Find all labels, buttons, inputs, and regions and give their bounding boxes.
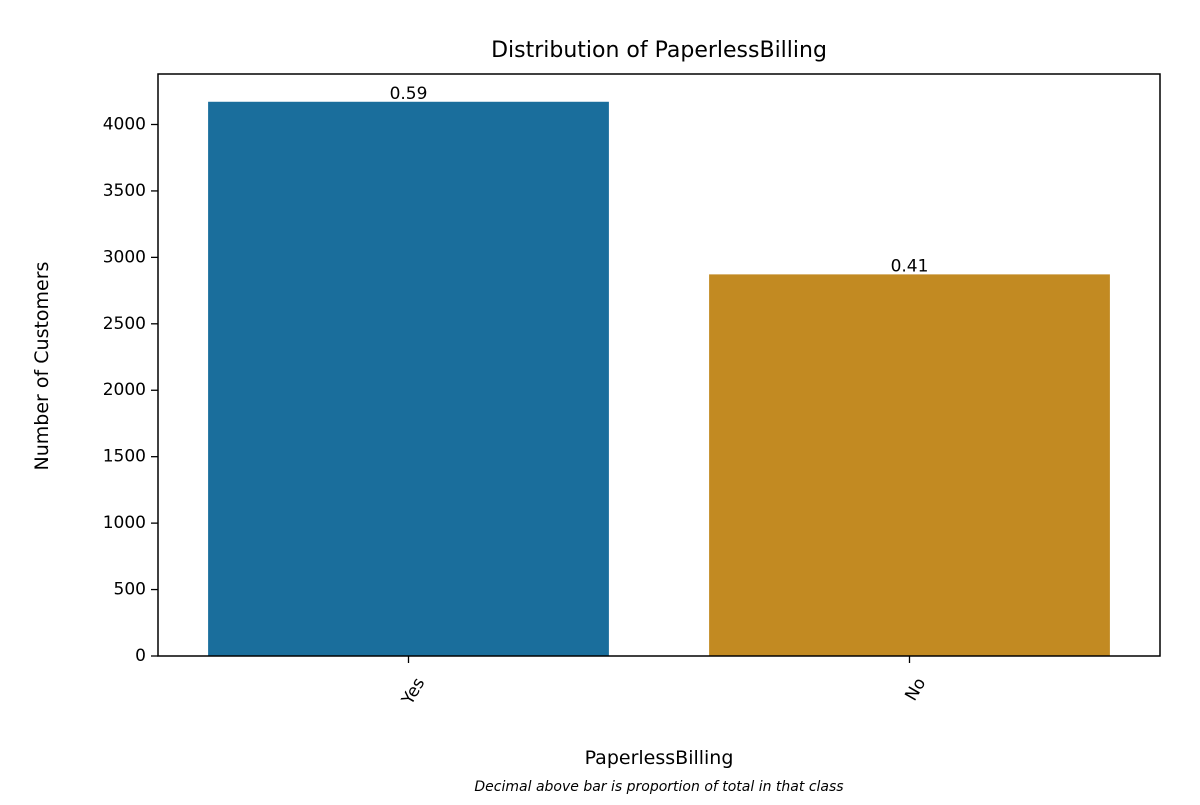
bar-yes [208, 101, 609, 656]
plot-frame [157, 73, 1161, 657]
chart-title: Distribution of PaperlessBilling [491, 38, 827, 63]
x-tick-label: Yes [398, 674, 430, 709]
x-tick-label: No [901, 675, 930, 705]
y-tick-label: 2000 [103, 380, 146, 400]
data-label: 0.59 [390, 84, 428, 104]
y-tick-label: 500 [114, 580, 146, 600]
y-tick-label: 4000 [103, 114, 146, 134]
bar-no [709, 274, 1110, 656]
y-tick-label: 0 [135, 646, 146, 666]
y-tick-label: 1500 [103, 447, 146, 467]
data-label: 0.41 [891, 256, 929, 276]
x-axis-label: PaperlessBilling [585, 747, 734, 769]
chart-caption: Decimal above bar is proportion of total… [474, 779, 843, 795]
y-tick-label: 3000 [103, 247, 146, 267]
y-tick-label: 3500 [103, 181, 146, 201]
y-tick-label: 1000 [103, 513, 146, 533]
y-tick-label: 2500 [103, 314, 146, 334]
y-axis-label: Number of Customers [31, 262, 53, 471]
